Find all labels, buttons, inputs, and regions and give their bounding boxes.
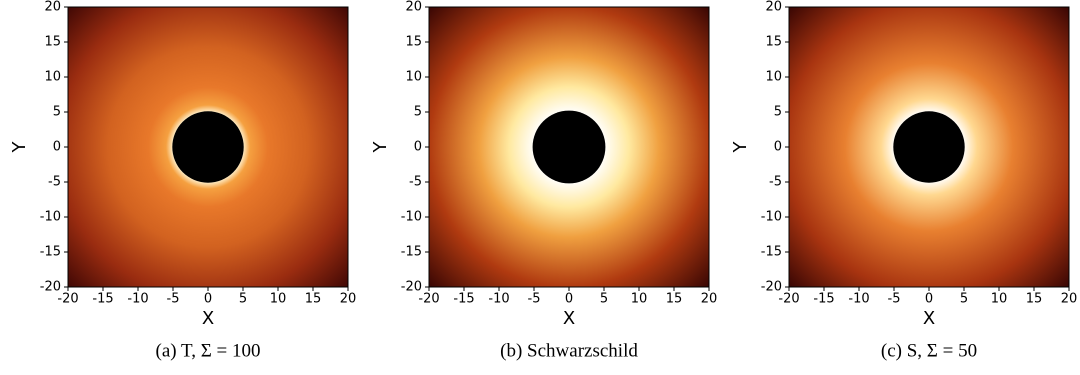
x-tick-label: 15 [1026,292,1043,307]
shadow [172,111,244,183]
x-tick-label: -15 [92,292,113,307]
x-tick-label: 10 [270,292,287,307]
y-tick-label: 0 [53,140,61,155]
y-tick-label: 0 [774,140,782,155]
x-tick-label: -20 [57,292,78,307]
y-tick-label: -5 [48,175,61,190]
shadow [893,111,965,183]
heatmap [68,7,348,287]
y-tick-label: -5 [769,175,782,190]
y-tick-label: -15 [40,245,61,260]
y-tick-label: -5 [409,175,422,190]
shadow [532,110,606,184]
x-tick-label: 15 [305,292,322,307]
y-tick-label: -10 [40,210,61,225]
x-tick-label: 5 [600,292,608,307]
x-tick-label: 10 [991,292,1008,307]
y-tick-label: 5 [774,105,782,120]
x-axis-label: X [202,308,214,329]
y-tick-label: -20 [401,280,422,295]
y-tick-label: 10 [765,70,782,85]
x-tick-label: -20 [778,292,799,307]
x-tick-label: -5 [167,292,180,307]
x-tick-label: 0 [565,292,573,307]
y-tick-label: -20 [40,280,61,295]
x-tick-label: 0 [204,292,212,307]
heatmap [429,7,709,287]
y-tick-label: 15 [44,35,61,50]
caption: (c) S, Σ = 50 [881,340,977,361]
y-tick-label: 5 [414,105,422,120]
x-tick-label: -20 [418,292,439,307]
x-tick-label: -5 [888,292,901,307]
y-axis-label: Y [730,141,751,154]
x-axis-label: X [923,308,935,329]
x-tick-label: 20 [1061,292,1078,307]
y-tick-label: -10 [401,210,422,225]
y-tick-label: 15 [765,35,782,50]
x-tick-label: 15 [666,292,683,307]
x-tick-label: 10 [631,292,648,307]
x-tick-label: -15 [813,292,834,307]
y-tick-label: -20 [761,280,782,295]
x-axis-label: X [563,308,575,329]
x-tick-label: -10 [488,292,509,307]
y-tick-label: -15 [401,245,422,260]
y-tick-label: 20 [44,0,61,15]
x-tick-label: 20 [701,292,718,307]
y-tick-label: 20 [405,0,422,15]
caption: (a) T, Σ = 100 [156,340,261,361]
x-tick-label: -5 [528,292,541,307]
y-tick-label: 10 [405,70,422,85]
y-axis-label: Y [9,141,30,154]
x-tick-label: -10 [848,292,869,307]
x-tick-label: 5 [960,292,968,307]
y-tick-label: 15 [405,35,422,50]
x-tick-label: 0 [925,292,933,307]
x-tick-label: -10 [127,292,148,307]
y-tick-label: -15 [761,245,782,260]
heatmap [789,7,1069,287]
caption: (b) Schwarzschild [500,340,638,361]
x-tick-label: -15 [453,292,474,307]
x-tick-label: 20 [340,292,357,307]
y-tick-label: 0 [414,140,422,155]
y-tick-label: 5 [53,105,61,120]
y-tick-label: 10 [44,70,61,85]
x-tick-label: 5 [239,292,247,307]
y-tick-label: -10 [761,210,782,225]
y-axis-label: Y [370,141,391,154]
y-tick-label: 20 [765,0,782,15]
